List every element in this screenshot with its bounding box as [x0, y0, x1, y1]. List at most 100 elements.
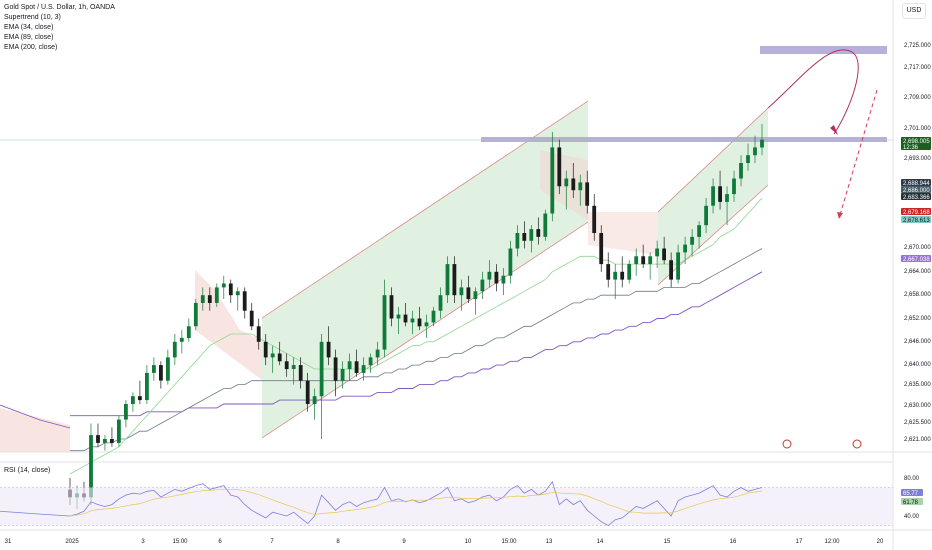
- price-tick-label: 2,635.000: [904, 382, 931, 388]
- indicator-supertrend[interactable]: Supertrend (10, 3): [4, 14, 61, 21]
- price-tag-label: 2,688.944: [903, 181, 930, 187]
- candle-body: [634, 256, 639, 265]
- rsi-title: RSI (14, close): [4, 467, 51, 474]
- candle-body: [117, 419, 121, 443]
- projection-arrowhead-2: [837, 212, 843, 219]
- supertrend-down-zone-0: [0, 408, 70, 452]
- price-tag-bg: [901, 179, 931, 186]
- candle-body: [312, 396, 317, 404]
- candle-body: [557, 147, 562, 187]
- price-tag: 2,667.038: [901, 255, 931, 263]
- candle-body: [641, 256, 646, 265]
- candle-body: [522, 233, 527, 241]
- price-tag-label: 2,683.366: [903, 195, 930, 201]
- time-tick-label: 9: [402, 539, 406, 545]
- candle-body: [228, 283, 233, 296]
- price-tick-label: 2,658.000: [904, 292, 931, 298]
- candle-body: [529, 229, 534, 241]
- rsi-line: [69, 480, 763, 526]
- rsi-ma-line: [69, 488, 763, 517]
- candle-body: [89, 435, 93, 498]
- price-tag-label: 2,679.168: [903, 210, 930, 216]
- candle-body: [606, 264, 611, 280]
- candle-body: [697, 225, 701, 237]
- time-tick-label: 20: [877, 539, 884, 545]
- candle-body: [159, 365, 163, 381]
- time-tick-label: 15:00: [501, 539, 517, 545]
- candle-body: [124, 404, 128, 420]
- price-tick-label: 2,630.000: [904, 403, 931, 409]
- candle-body: [221, 283, 226, 288]
- price-tick-label: 2,664.000: [904, 269, 931, 275]
- price-tag-bg: [901, 216, 931, 223]
- candle-body: [613, 271, 618, 280]
- candle-body: [96, 435, 100, 443]
- candle-body: [361, 365, 366, 373]
- candle-body: [172, 341, 177, 358]
- price-tag: 2,678.613: [901, 216, 931, 224]
- target-zone: [760, 46, 887, 54]
- indicator-ema34[interactable]: EMA (34, close): [4, 24, 54, 31]
- ema200-tail: [0, 404, 71, 429]
- time-tick-label: 17: [796, 539, 803, 545]
- time-tick-label: 15:00: [172, 539, 188, 545]
- time-tick-label: 15: [664, 539, 671, 545]
- candle-body: [585, 182, 590, 206]
- price-tag: 2,688.944: [901, 179, 931, 187]
- candle-body: [515, 233, 520, 249]
- candle-body: [725, 194, 729, 202]
- candle-body: [110, 439, 114, 443]
- currency-button[interactable]: USD: [902, 3, 926, 19]
- indicator-ema200[interactable]: EMA (200, close): [4, 44, 58, 51]
- candle-body: [389, 295, 394, 319]
- indicator-ema89[interactable]: EMA (89, close): [4, 34, 54, 41]
- candle-body: [347, 361, 352, 370]
- rsi-tag-label: 61.78: [903, 500, 919, 506]
- candle-body: [627, 264, 632, 280]
- projection-arrowhead-1: [830, 125, 838, 135]
- price-tick-label: 2,652.000: [904, 316, 931, 322]
- candle-body: [501, 275, 506, 284]
- candle-body: [655, 248, 659, 257]
- candle-body: [242, 291, 247, 311]
- price-tag-bg: [901, 255, 931, 262]
- candle-body: [473, 291, 478, 300]
- candle-body: [298, 365, 303, 381]
- chart-legend: Gold Spot / U.S. Dollar, 1h, OANDA Super…: [4, 3, 115, 53]
- candle-body: [340, 369, 345, 381]
- price-tick-label: 2,693.000: [904, 156, 931, 162]
- event-flag-icon: [782, 439, 792, 449]
- candle-body: [571, 178, 576, 191]
- price-tag-bg: [901, 208, 931, 215]
- price-tick-label: 2,717.000: [904, 65, 931, 71]
- candle-body: [683, 244, 687, 253]
- candle-body: [592, 205, 597, 233]
- rsi-line-tail: [0, 510, 71, 517]
- candle-body: [152, 365, 156, 373]
- candle-body: [753, 147, 757, 156]
- time-tick-label: 2025: [65, 539, 79, 545]
- candle-body: [145, 372, 149, 401]
- candle-body: [739, 163, 743, 179]
- time-tick-label: 10: [465, 539, 472, 545]
- candle-body: [375, 349, 380, 358]
- candle-body: [179, 337, 184, 342]
- price-tag-bg: [901, 137, 931, 150]
- rsi-band: [0, 487, 893, 526]
- candle-body: [193, 302, 198, 327]
- ema89-line: [70, 248, 763, 452]
- candle-body: [403, 314, 408, 323]
- projection-dashed: [839, 89, 878, 216]
- price-tick-label: 2,725.000: [904, 43, 931, 49]
- candle-body: [550, 147, 555, 214]
- candle-body: [711, 186, 715, 206]
- candle-body: [676, 252, 680, 280]
- candle-body: [431, 310, 436, 323]
- candle-body: [333, 357, 338, 381]
- candle-body: [235, 291, 240, 296]
- ascending-channel-1: [262, 101, 588, 438]
- candle-body: [207, 295, 212, 303]
- candle-body: [166, 357, 170, 381]
- candle-body: [291, 365, 296, 369]
